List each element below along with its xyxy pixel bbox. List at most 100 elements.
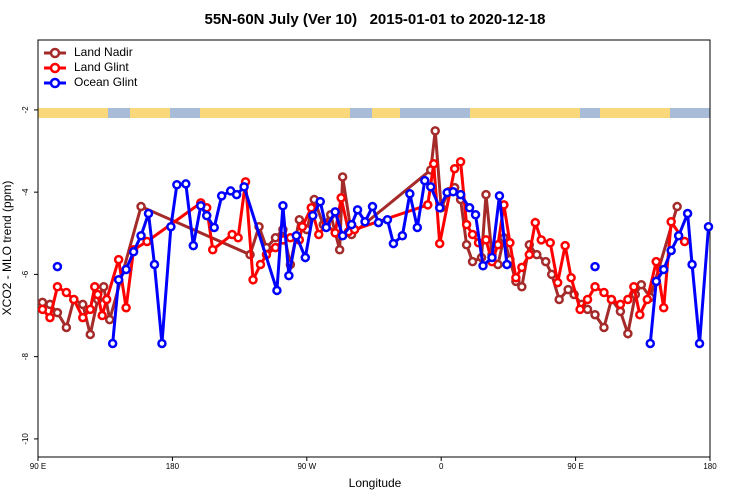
data-point xyxy=(642,294,653,305)
x-tick-label: 90 E xyxy=(567,462,583,471)
data-point xyxy=(599,322,609,333)
data-point xyxy=(313,229,324,240)
data-point xyxy=(216,191,227,201)
data-point xyxy=(121,302,131,313)
data-point xyxy=(552,277,563,288)
data-point xyxy=(272,285,282,296)
data-point xyxy=(382,214,393,225)
data-point xyxy=(308,210,318,221)
data-point xyxy=(196,200,206,211)
data-point xyxy=(121,264,131,275)
data-point xyxy=(455,156,466,167)
data-point xyxy=(207,244,218,255)
data-point xyxy=(636,279,647,290)
data-point xyxy=(52,307,63,318)
data-point xyxy=(511,272,521,283)
land-mask-band xyxy=(38,108,710,118)
x-tick-label: 0 xyxy=(439,462,444,471)
data-point xyxy=(524,249,535,260)
data-point xyxy=(233,233,243,243)
data-point xyxy=(334,244,345,255)
data-point xyxy=(37,304,48,315)
data-point xyxy=(52,261,63,272)
data-point xyxy=(582,304,593,315)
y-axis-label: XCO2 - MLO trend (ppm) xyxy=(0,181,14,316)
data-point xyxy=(599,287,609,298)
data-point xyxy=(623,328,633,339)
data-point xyxy=(321,222,331,233)
data-point xyxy=(149,259,160,270)
x-tick-label: 180 xyxy=(166,462,180,471)
data-point xyxy=(434,203,445,213)
legend-label: Land Glint xyxy=(74,60,129,74)
data-point xyxy=(255,259,266,270)
data-point xyxy=(425,182,436,192)
data-point xyxy=(239,182,249,192)
data-point xyxy=(494,191,505,201)
data-point xyxy=(430,126,440,136)
data-point xyxy=(590,281,600,292)
data-point xyxy=(651,276,661,287)
y-tick-label: -6 xyxy=(21,270,30,278)
data-point xyxy=(606,294,617,305)
data-point xyxy=(85,329,96,340)
data-point xyxy=(113,275,124,285)
data-point xyxy=(629,281,639,292)
data-point xyxy=(388,238,399,249)
data-point xyxy=(166,221,176,232)
data-point xyxy=(455,189,466,200)
data-point xyxy=(107,338,118,349)
data-point xyxy=(651,256,661,267)
data-point xyxy=(615,299,626,310)
x-axis-label: Longitude xyxy=(349,476,402,490)
data-point xyxy=(635,309,645,320)
data-point xyxy=(590,309,600,320)
data-point xyxy=(337,172,348,182)
data-point xyxy=(337,231,348,241)
data-point xyxy=(467,229,478,240)
data-point xyxy=(536,235,547,245)
data-point xyxy=(45,312,55,323)
data-point xyxy=(336,193,346,203)
data-point xyxy=(367,201,378,212)
data-point xyxy=(61,322,72,333)
x-tick-label: 90 E xyxy=(30,462,46,471)
data-point xyxy=(346,219,357,230)
data-point xyxy=(554,294,564,305)
data-point xyxy=(687,259,697,270)
data-point xyxy=(78,312,88,323)
data-point xyxy=(157,338,167,349)
data-point xyxy=(136,231,146,241)
data-point xyxy=(666,217,676,227)
data-point xyxy=(78,299,88,310)
data-point xyxy=(470,210,481,220)
data-point xyxy=(270,242,281,253)
data-point xyxy=(481,189,491,200)
plot-frame xyxy=(37,39,711,458)
data-point xyxy=(679,236,690,247)
data-point xyxy=(128,247,139,257)
data-point xyxy=(505,237,515,248)
data-point xyxy=(306,203,317,213)
data-point xyxy=(502,259,512,270)
y-tick-label: -2 xyxy=(21,106,30,114)
data-point xyxy=(703,221,714,232)
data-point xyxy=(113,254,124,265)
data-point xyxy=(104,314,115,325)
data-point xyxy=(97,310,107,321)
legend-marker xyxy=(49,62,61,74)
y-tick-label: -10 xyxy=(21,433,30,445)
data-point xyxy=(694,338,705,349)
data-point xyxy=(278,200,288,211)
data-point xyxy=(682,208,693,219)
data-point xyxy=(487,252,497,263)
data-point xyxy=(405,189,415,199)
data-point xyxy=(330,228,340,238)
data-point xyxy=(461,240,472,250)
data-point xyxy=(330,207,340,217)
y-tick-label: -4 xyxy=(21,188,30,196)
y-tick-label: -8 xyxy=(21,353,30,361)
data-point xyxy=(590,261,600,272)
data-point xyxy=(563,284,573,295)
